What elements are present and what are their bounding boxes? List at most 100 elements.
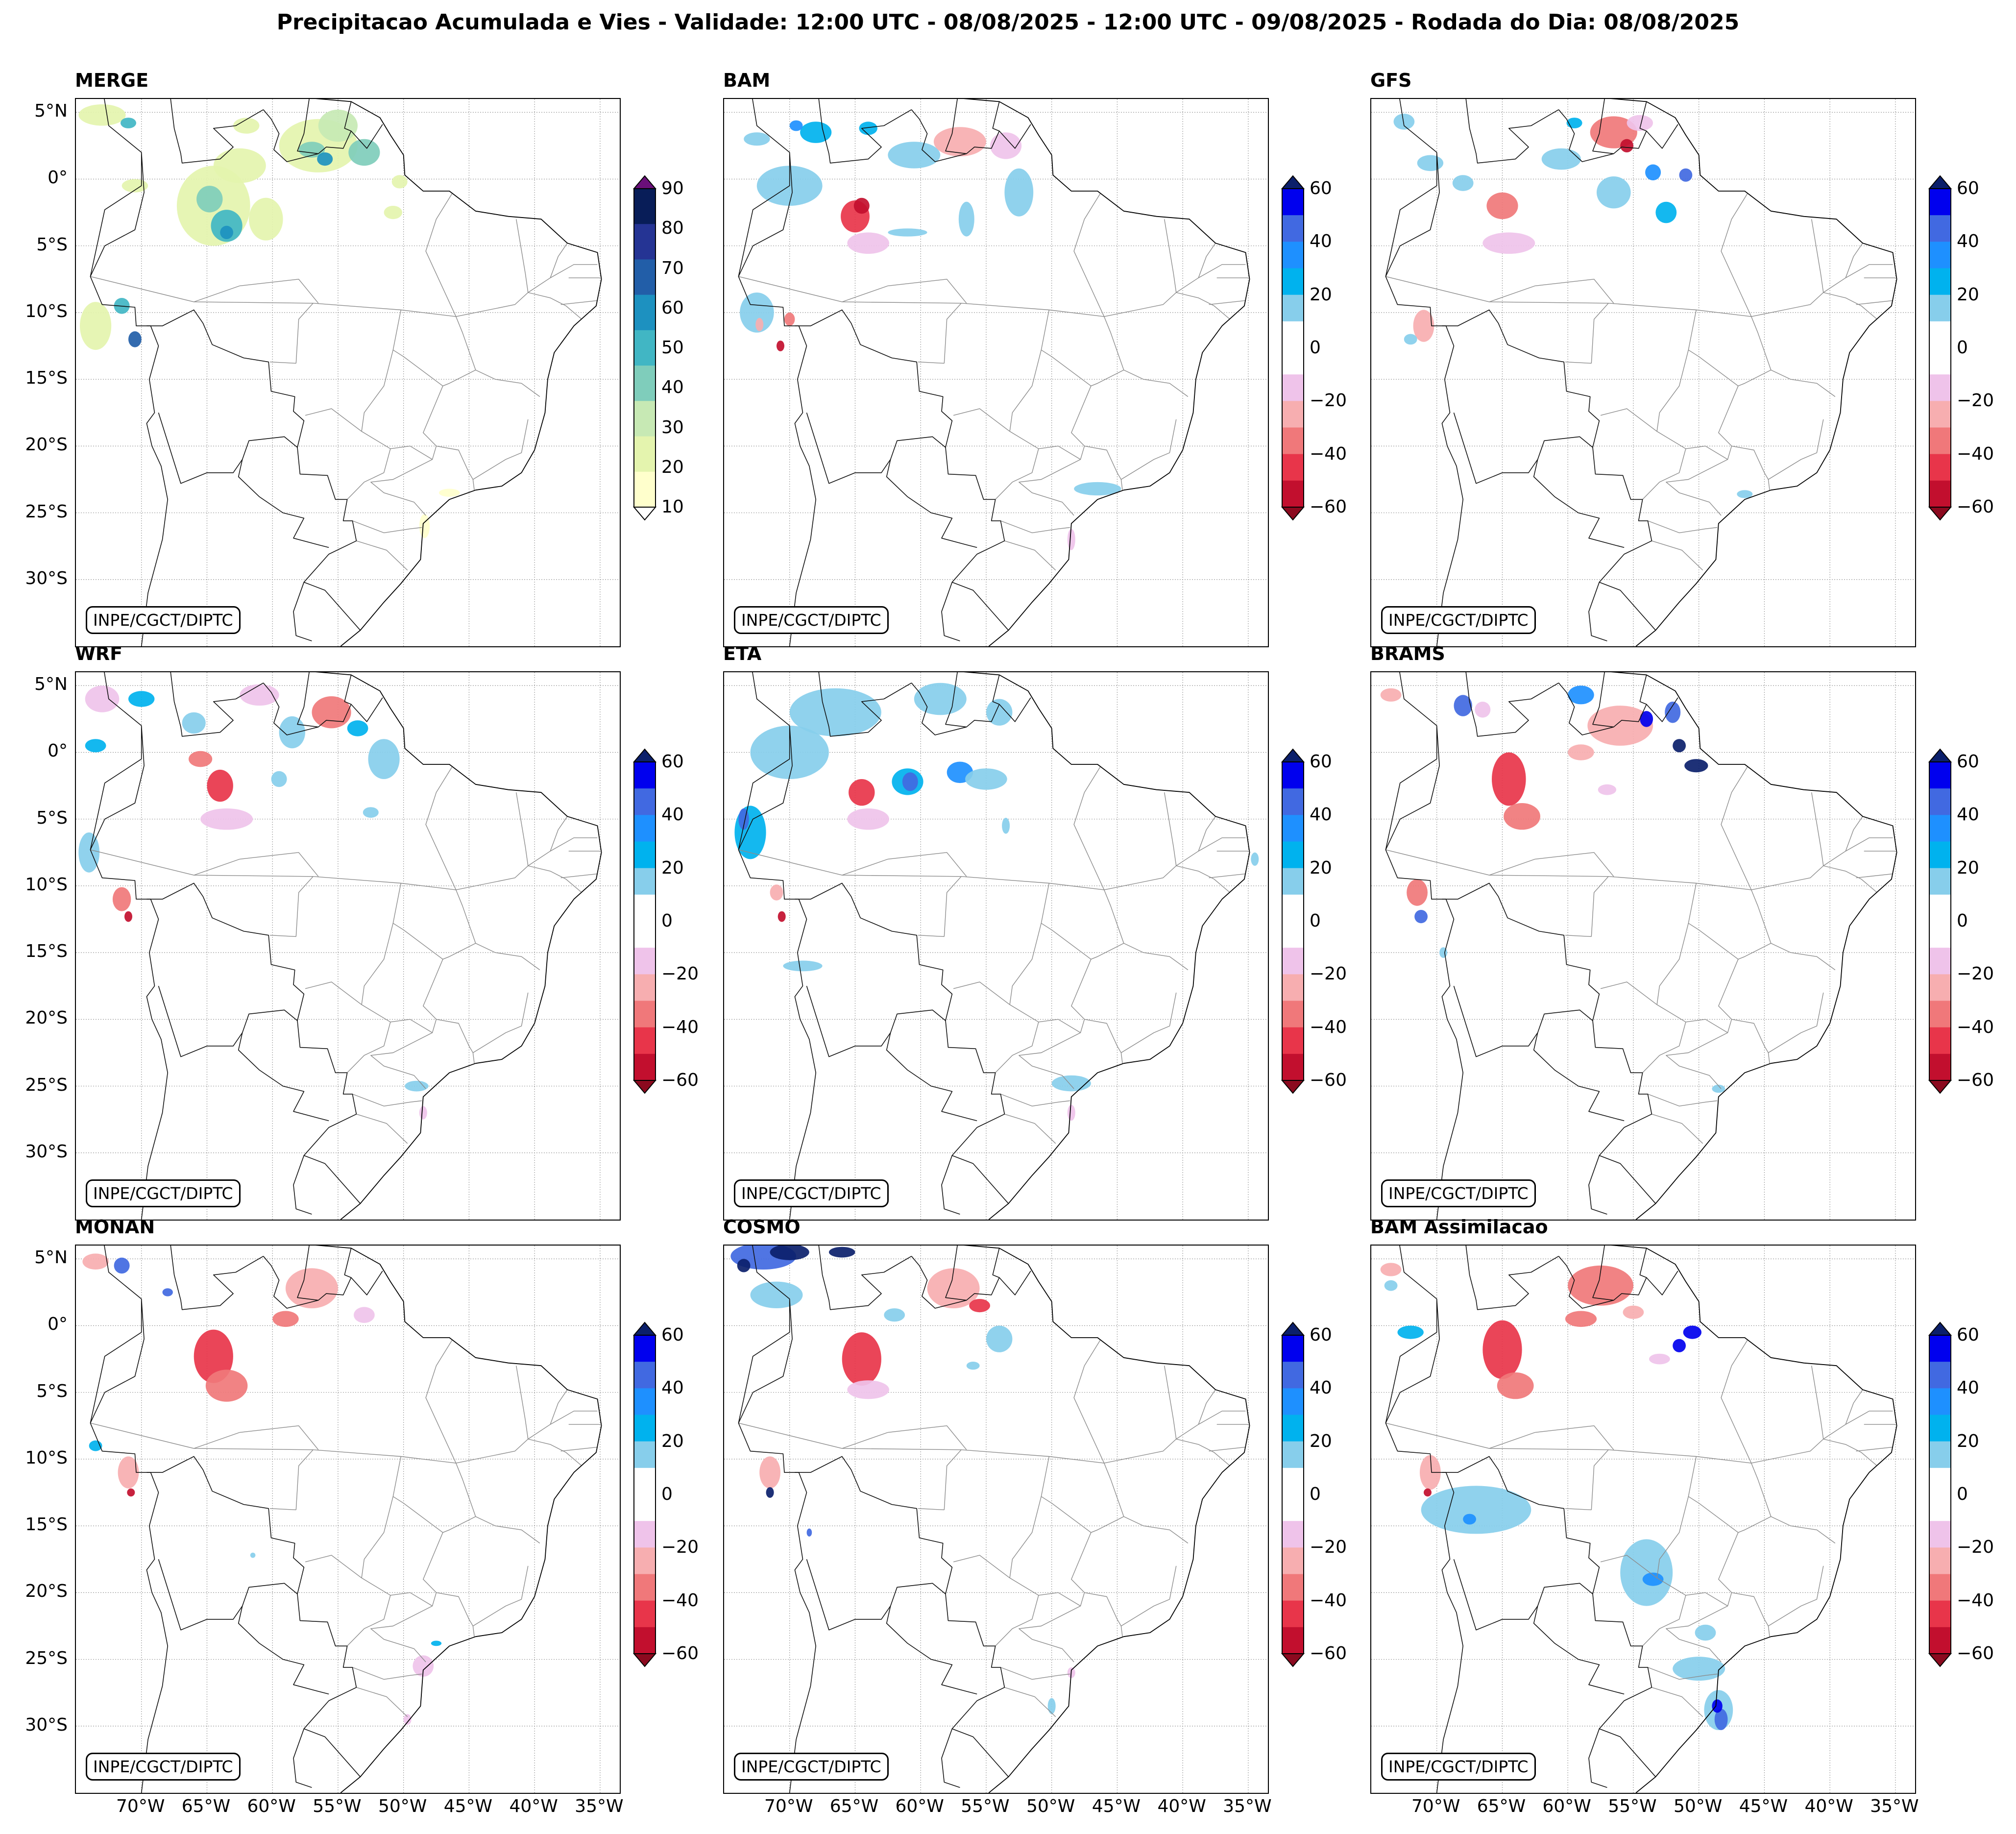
map-panel-eta[interactable] [723, 671, 1269, 1221]
state-border [842, 858, 888, 876]
colorbar-segment [634, 815, 656, 842]
colorbar-segment [1929, 1027, 1951, 1054]
country-border [1465, 672, 1559, 737]
colorbar-segment [1929, 948, 1951, 975]
colorbar-extend-min [633, 1653, 656, 1667]
map-panel-brams[interactable] [1370, 671, 1916, 1221]
colorbar-segment [1282, 1001, 1304, 1028]
state-border [456, 219, 529, 317]
colorbar-tick-label: −40 [1310, 1017, 1347, 1037]
field-blob [1404, 334, 1417, 345]
colorbar-segment [1929, 894, 1951, 922]
country-border [945, 672, 967, 728]
lon-tick-label: 60°W [895, 1796, 944, 1816]
field-blob [200, 808, 253, 830]
state-border [1685, 386, 1739, 460]
lon-tick-label: 45°W [1092, 1796, 1141, 1816]
state-border [1489, 1432, 1535, 1449]
state-border [1004, 1687, 1056, 1717]
state-border [560, 873, 598, 879]
state-border [528, 1439, 582, 1467]
state-border [1856, 873, 1893, 879]
map-panel-wrf[interactable] [75, 671, 621, 1221]
state-border [361, 1456, 401, 1578]
state-border [888, 1425, 967, 1450]
lat-tick-label: 15°S [25, 368, 68, 389]
field-blob [1424, 1488, 1432, 1497]
state-border [1823, 816, 1863, 866]
field-blob [128, 331, 142, 347]
colorbar-tick-label: 40 [1310, 805, 1332, 825]
boundaries [90, 1246, 602, 1793]
field-blob [1454, 695, 1472, 716]
credit-label: INPE/CGCT/DIPTC [86, 1179, 241, 1207]
colorbar-tick-label: 20 [1957, 1431, 1979, 1451]
map-panel-gfs[interactable] [1370, 98, 1916, 647]
colorbar-segment [1929, 348, 1951, 375]
map-panel-merge[interactable] [75, 98, 621, 647]
colorbar-tick-label: 0 [1310, 338, 1321, 358]
country-border [1385, 726, 1437, 850]
country-border [293, 1728, 312, 1788]
state-border [1823, 292, 1877, 320]
state-border [1642, 1004, 1686, 1073]
state-border [944, 876, 962, 937]
colorbar-tick-label: 60 [1957, 752, 1979, 772]
colorbar-segment [634, 921, 656, 948]
state-border [953, 408, 1010, 432]
colorbar-extend-min [1928, 507, 1952, 521]
country-border [1592, 672, 1614, 728]
colorbar [1928, 175, 1952, 521]
colorbar-segment [634, 1335, 656, 1362]
country-border [886, 459, 977, 548]
state-border [1771, 943, 1836, 971]
state-border [90, 276, 456, 317]
colorbar-segment [634, 894, 656, 922]
field-blob [80, 302, 112, 350]
country-border [1533, 1032, 1625, 1122]
field-shading [82, 1253, 442, 1725]
colorbar-segment [1282, 189, 1304, 216]
field-blob [124, 911, 132, 922]
boundaries [1385, 1246, 1897, 1793]
colorbar-segment [634, 1627, 656, 1654]
state-border [1845, 1411, 1893, 1425]
state-border [1198, 837, 1246, 852]
state-border [1038, 386, 1092, 460]
map-panel-cosmo[interactable] [723, 1245, 1269, 1794]
state-border [1084, 992, 1177, 1053]
state-border [305, 408, 362, 432]
colorbar-tick-label: −40 [661, 1590, 699, 1611]
country-border [738, 726, 790, 850]
colorbar-segment [1929, 921, 1951, 948]
map-canvas [1371, 99, 1915, 646]
country-border [90, 672, 168, 1220]
field-blob [312, 696, 351, 729]
coastline [1610, 99, 1897, 646]
map-panel-bam-assimilacao[interactable] [1370, 1245, 1916, 1794]
state-border [888, 852, 967, 877]
country-border [293, 582, 312, 641]
field-blob [1384, 1280, 1398, 1291]
state-border [1176, 292, 1230, 320]
colorbar-tick-label: 40 [661, 1378, 684, 1398]
state-border [1209, 1446, 1246, 1452]
field-blob [1397, 1325, 1424, 1339]
state-border [842, 285, 888, 302]
state-border [528, 1389, 568, 1440]
map-panel-monan[interactable] [75, 1245, 621, 1794]
colorbar-segment [634, 366, 656, 401]
state-border [1073, 767, 1105, 890]
lon-tick-label: 70°W [764, 1796, 813, 1816]
state-border [1642, 1577, 1686, 1646]
map-panel-bam[interactable] [723, 98, 1269, 647]
lat-tick-label: 0° [48, 741, 68, 761]
state-border [352, 520, 422, 534]
lon-tick-label: 50°W [1673, 1796, 1723, 1816]
state-border [425, 1340, 457, 1464]
field-blob [766, 1487, 774, 1498]
country-border [1588, 582, 1607, 641]
field-blob [1565, 1311, 1597, 1327]
gridlines [76, 1246, 620, 1793]
state-border [1652, 1114, 1703, 1144]
